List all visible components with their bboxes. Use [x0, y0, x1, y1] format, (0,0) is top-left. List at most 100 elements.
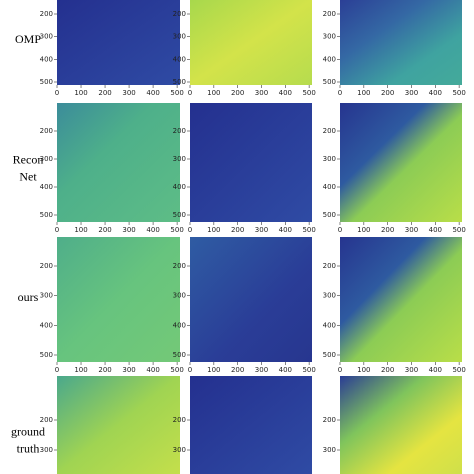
image-panel	[190, 0, 312, 85]
y-tick-label: 300	[40, 292, 53, 300]
y-tick-label: 200	[40, 127, 53, 135]
y-tick-label: 300	[173, 155, 186, 163]
y-tick-label: 200	[40, 262, 53, 270]
x-tick-label: 300	[255, 226, 268, 234]
y-tick-label: 500	[173, 351, 186, 359]
x-tick-label: 400	[279, 226, 292, 234]
panels	[57, 0, 462, 474]
image-panel	[340, 376, 462, 474]
y-tick-label: 300	[323, 33, 336, 41]
x-tick-label: 100	[357, 226, 370, 234]
x-tick-label: 500	[170, 226, 183, 234]
image-panel	[190, 237, 312, 362]
x-tick-label: 400	[429, 226, 442, 234]
x-tick-label: 100	[207, 366, 220, 374]
image-panel	[190, 376, 312, 474]
row-label: Recon	[13, 152, 44, 166]
x-tick-label: 100	[357, 89, 370, 97]
image-panel	[190, 103, 312, 222]
y-tick-label: 500	[40, 351, 53, 359]
x-tick-label: 500	[452, 226, 465, 234]
x-tick-label: 500	[452, 366, 465, 374]
image-panel	[57, 237, 180, 362]
x-tick-label: 300	[122, 89, 135, 97]
x-tick-label: 100	[74, 89, 87, 97]
x-tick-label: 200	[231, 226, 244, 234]
x-tick-label: 200	[381, 366, 394, 374]
row-label: truth	[17, 441, 40, 455]
x-tick-label: 100	[357, 366, 370, 374]
y-tick-label: 500	[323, 78, 336, 86]
y-tick-label: 200	[173, 262, 186, 270]
x-tick-label: 200	[381, 226, 394, 234]
x-tick-label: 200	[98, 366, 111, 374]
x-tick-label: 400	[146, 366, 159, 374]
x-tick-label: 0	[188, 226, 192, 234]
y-tick-label: 500	[323, 351, 336, 359]
x-tick-label: 400	[429, 89, 442, 97]
y-tick-label: 300	[323, 446, 336, 454]
x-tick-label: 200	[231, 366, 244, 374]
image-panel	[57, 376, 180, 474]
y-tick-label: 300	[40, 155, 53, 163]
y-tick-label: 400	[40, 55, 53, 63]
y-tick-label: 300	[40, 446, 53, 454]
x-tick-label: 500	[302, 226, 315, 234]
y-tick-label: 400	[323, 321, 336, 329]
x-tick-label: 400	[429, 366, 442, 374]
y-tick-label: 200	[173, 416, 186, 424]
x-tick-label: 400	[279, 89, 292, 97]
x-tick-label: 300	[122, 226, 135, 234]
x-tick-label: 400	[146, 226, 159, 234]
x-tick-label: 300	[405, 226, 418, 234]
y-tick-label: 300	[173, 446, 186, 454]
x-tick-label: 0	[338, 89, 342, 97]
y-tick-label: 500	[40, 211, 53, 219]
image-panel	[57, 103, 180, 222]
x-tick-label: 300	[122, 366, 135, 374]
x-tick-label: 200	[98, 89, 111, 97]
x-tick-label: 400	[279, 366, 292, 374]
y-tick-label: 200	[323, 416, 336, 424]
y-tick-label: 200	[323, 10, 336, 18]
x-tick-label: 200	[98, 226, 111, 234]
y-tick-label: 200	[40, 416, 53, 424]
x-tick-label: 0	[338, 226, 342, 234]
x-tick-label: 500	[170, 89, 183, 97]
row-label: Net	[19, 169, 37, 183]
y-tick-label: 400	[40, 183, 53, 191]
y-tick-label: 300	[173, 292, 186, 300]
x-tick-label: 300	[255, 89, 268, 97]
y-tick-label: 500	[323, 211, 336, 219]
row-label: OMP	[15, 32, 41, 46]
y-tick-label: 200	[173, 10, 186, 18]
image-panel	[340, 237, 462, 362]
y-tick-label: 400	[173, 55, 186, 63]
x-tick-label: 400	[146, 89, 159, 97]
y-tick-label: 400	[323, 183, 336, 191]
y-tick-label: 200	[40, 10, 53, 18]
row-label: ground	[11, 424, 45, 438]
x-tick-label: 500	[302, 366, 315, 374]
x-tick-label: 500	[302, 89, 315, 97]
y-tick-label: 400	[40, 321, 53, 329]
y-tick-label: 400	[323, 55, 336, 63]
image-panel	[340, 0, 462, 85]
y-tick-label: 500	[40, 78, 53, 86]
row-label: ours	[18, 290, 39, 304]
x-tick-label: 200	[231, 89, 244, 97]
y-tick-label: 400	[173, 183, 186, 191]
x-tick-label: 0	[188, 366, 192, 374]
x-tick-label: 0	[55, 226, 59, 234]
x-tick-label: 0	[188, 89, 192, 97]
x-tick-label: 100	[74, 226, 87, 234]
x-tick-label: 500	[170, 366, 183, 374]
x-tick-label: 300	[405, 366, 418, 374]
y-tick-label: 200	[323, 127, 336, 135]
x-tick-label: 100	[74, 366, 87, 374]
x-tick-label: 200	[381, 89, 394, 97]
x-tick-label: 300	[255, 366, 268, 374]
y-tick-label: 400	[173, 321, 186, 329]
image-panel	[57, 0, 180, 85]
x-tick-label: 0	[55, 89, 59, 97]
